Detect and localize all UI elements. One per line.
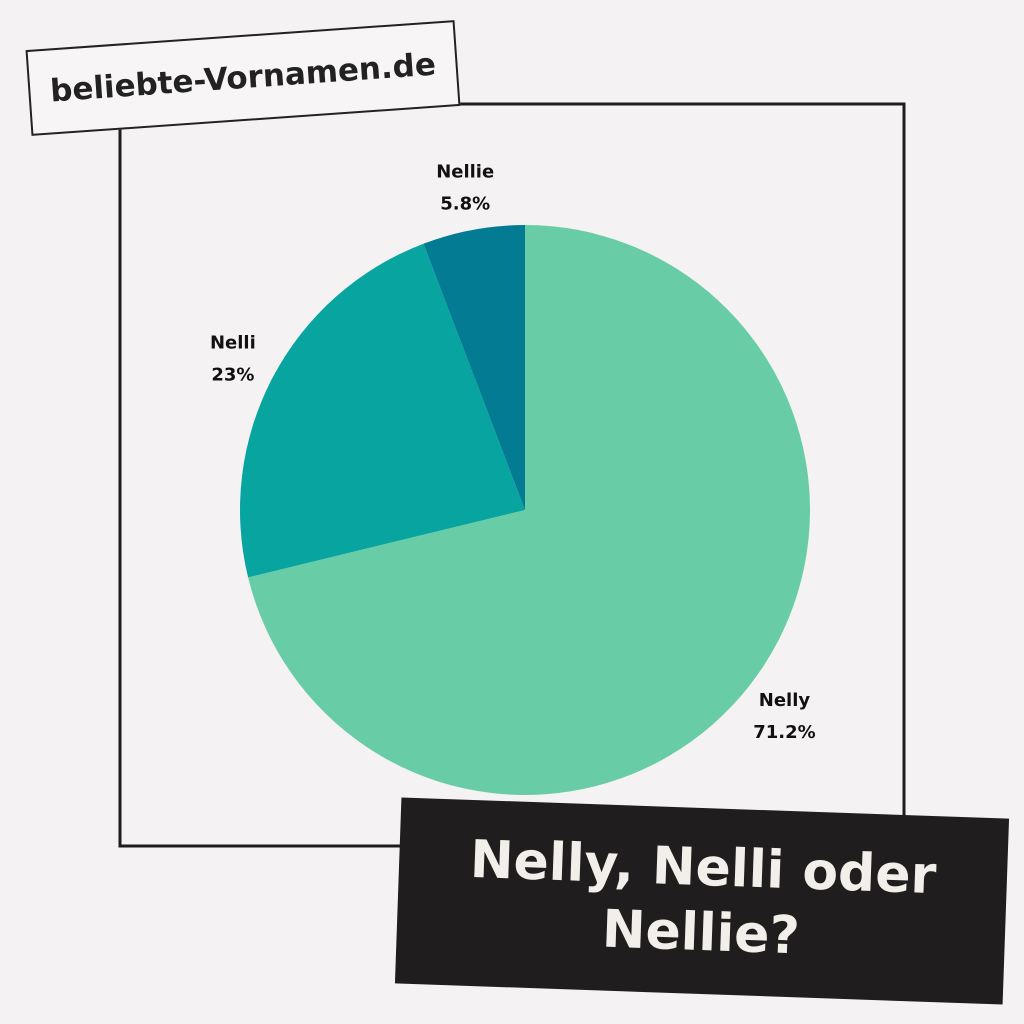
pie-slice (248, 225, 811, 796)
slice-name: Nelli (210, 333, 256, 354)
slice-value-label: 71.2% (753, 722, 815, 743)
pie: Nelly 71.2% Nelli 23% Nellie 5.8% (210, 161, 816, 796)
slice-name: Nellie (436, 161, 494, 182)
slice-name: Nelly (759, 690, 811, 711)
pie-slice (239, 243, 525, 578)
slice-value-label: 23% (211, 365, 254, 386)
chart-title: Nelly, Nelli oder Nellie? (394, 797, 1010, 1005)
pie-slice (423, 225, 525, 510)
slice-value-label: 5.8% (440, 193, 490, 214)
